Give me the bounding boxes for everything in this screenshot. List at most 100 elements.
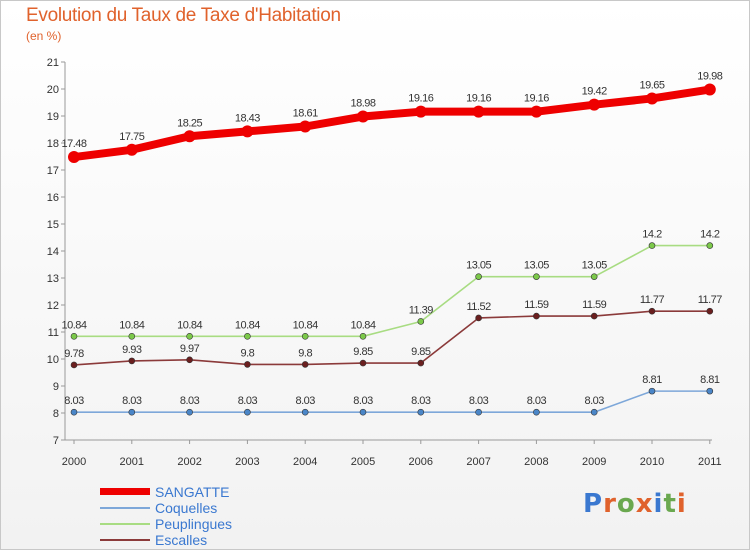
series-sangatte xyxy=(68,83,716,164)
data-point-coquelles xyxy=(186,408,193,416)
data-point-coquelles xyxy=(359,408,367,416)
data-point-escalles xyxy=(706,307,714,315)
logo-letter: o xyxy=(616,489,636,519)
x-tick-label: 2004 xyxy=(293,456,317,468)
y-tick-label: 14 xyxy=(47,246,59,258)
x-tick-label: 2000 xyxy=(62,456,86,468)
series-line-escalles xyxy=(73,310,711,366)
logo-letter: i xyxy=(676,489,687,519)
data-point-coquelles xyxy=(244,408,251,416)
legend-item-peuplingues[interactable]: Peuplingues xyxy=(100,516,300,532)
data-point-escalles xyxy=(128,357,136,365)
data-point-sangatte xyxy=(299,120,312,133)
data-point-coquelles xyxy=(128,408,136,416)
data-label-sangatte: 18.43 xyxy=(235,112,260,124)
data-label-escalles: 9.8 xyxy=(298,347,312,359)
series-layer xyxy=(68,83,716,416)
data-point-escalles xyxy=(186,356,193,364)
data-label-peuplingues: 14.2 xyxy=(642,229,662,241)
y-tick-label: 11 xyxy=(48,327,59,339)
legend-swatch-sangatte xyxy=(100,488,150,495)
data-point-peuplingues xyxy=(706,242,714,249)
chart-axes: 7 8 9 10 11 12 13 14 15 16 17 18 19 20 21 2000 2001 2002 2… xyxy=(47,57,722,468)
y-tick-label: 18 xyxy=(47,138,59,150)
data-label-coquelles: 8.03 xyxy=(238,395,258,407)
chart-subtitle: (en %) xyxy=(26,29,62,43)
data-label-peuplingues: 13.05 xyxy=(524,260,549,272)
data-point-peuplingues xyxy=(301,333,309,340)
data-point-coquelles xyxy=(475,408,482,416)
data-label-escalles: 11.77 xyxy=(640,294,665,306)
data-point-sangatte xyxy=(68,151,80,164)
data-label-escalles: 9.85 xyxy=(353,346,373,358)
data-label-sangatte: 19.42 xyxy=(582,86,607,98)
data-label-escalles: 11.77 xyxy=(698,294,723,306)
data-point-escalles xyxy=(417,359,425,367)
data-point-sangatte xyxy=(414,105,427,118)
legend-label: SANGATTE xyxy=(155,484,230,500)
data-label-escalles: 9.85 xyxy=(411,346,431,358)
data-label-peuplingues: 11.39 xyxy=(409,304,434,316)
data-label-peuplingues: 10.84 xyxy=(350,319,375,331)
data-label-escalles: 11.59 xyxy=(524,299,549,311)
y-tick-label: 12 xyxy=(47,300,59,312)
data-point-escalles xyxy=(244,361,251,368)
data-point-escalles xyxy=(475,314,482,322)
legend-item-coquelles[interactable]: Coquelles xyxy=(100,500,300,516)
data-point-escalles xyxy=(590,312,598,320)
legend-label: Peuplingues xyxy=(155,516,233,532)
data-point-coquelles xyxy=(590,408,598,416)
data-point-escalles xyxy=(70,361,78,369)
data-point-peuplingues xyxy=(70,333,78,340)
x-tick-label: 2003 xyxy=(235,456,259,468)
legend-swatch-peuplingues xyxy=(100,523,150,525)
series-coquelles xyxy=(70,387,714,416)
data-label-sangatte: 19.16 xyxy=(466,93,491,105)
x-tick-label: 2006 xyxy=(409,456,433,468)
data-label-peuplingues: 10.84 xyxy=(235,319,260,331)
data-label-coquelles: 8.03 xyxy=(180,395,200,407)
data-label-peuplingues: 13.05 xyxy=(582,260,607,272)
data-point-peuplingues xyxy=(417,318,425,325)
proxiti-logo: Proxiti xyxy=(583,489,687,519)
x-tick-label: 2005 xyxy=(351,456,375,468)
data-point-sangatte xyxy=(472,105,485,118)
data-point-coquelles xyxy=(417,408,425,416)
legend-item-escalles[interactable]: Escalles xyxy=(100,532,300,548)
data-label-coquelles: 8.03 xyxy=(64,395,84,407)
legend-label: Coquelles xyxy=(155,500,218,516)
data-point-sangatte xyxy=(588,98,601,111)
logo-letter: i xyxy=(653,489,664,519)
data-label-sangatte: 17.75 xyxy=(119,131,144,143)
data-point-peuplingues xyxy=(186,333,193,340)
y-tick-label: 21 xyxy=(47,57,59,69)
data-point-sangatte xyxy=(530,105,543,118)
data-label-peuplingues: 10.84 xyxy=(177,319,202,331)
data-point-peuplingues xyxy=(128,333,136,340)
data-label-sangatte: 19.98 xyxy=(697,71,722,83)
legend-item-sangatte[interactable]: SANGATTE xyxy=(100,484,300,500)
data-label-sangatte: 18.61 xyxy=(293,108,318,120)
data-label-coquelles: 8.03 xyxy=(122,395,142,407)
data-label-coquelles: 8.81 xyxy=(700,374,720,386)
y-tick-label: 9 xyxy=(53,381,59,393)
data-point-coquelles xyxy=(648,387,656,395)
y-tick-label: 13 xyxy=(47,273,59,285)
data-point-coquelles xyxy=(301,408,309,416)
x-tick-label: 2009 xyxy=(582,456,606,468)
data-label-coquelles: 8.03 xyxy=(295,395,315,407)
data-point-escalles xyxy=(301,361,309,368)
series-escalles xyxy=(70,307,714,369)
data-point-escalles xyxy=(648,307,656,315)
data-point-escalles xyxy=(359,359,367,367)
data-label-peuplingues: 13.05 xyxy=(466,260,491,272)
series-line-coquelles xyxy=(73,390,711,413)
data-label-sangatte: 19.65 xyxy=(639,79,664,91)
logo-letter: P xyxy=(583,489,604,519)
logo-letter: r xyxy=(603,489,617,519)
legend-swatch-coquelles xyxy=(100,507,150,509)
data-label-coquelles: 8.03 xyxy=(411,395,431,407)
data-point-sangatte xyxy=(125,143,138,156)
x-tick-label: 2011 xyxy=(698,456,722,468)
data-point-sangatte xyxy=(241,125,254,138)
